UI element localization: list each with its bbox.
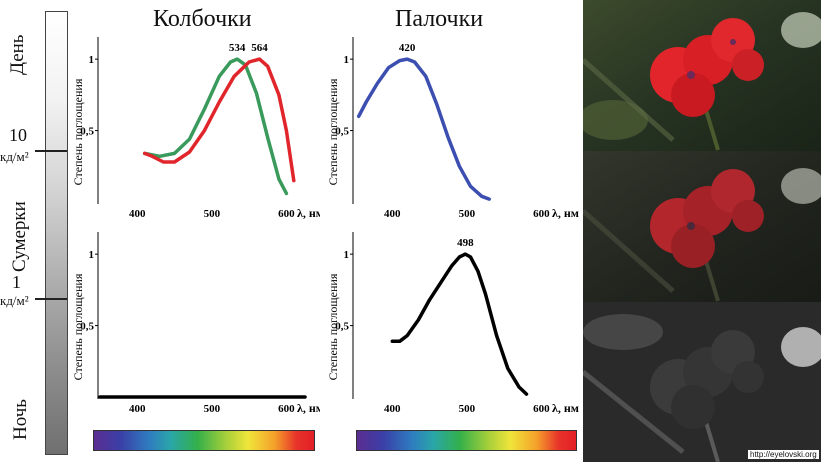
y-axis-label: Степень поглощения — [71, 273, 85, 380]
peak-label-420: 420 — [399, 42, 416, 54]
flower-photo-night — [583, 302, 821, 462]
visible-spectrum-bar-cones — [93, 430, 315, 451]
x-axis-label: λ, нм — [552, 401, 579, 415]
cones-night-chart: 0,5 1 Степень поглощения 400 500 600 λ, нм — [71, 232, 320, 415]
cones-day-chart: 0,5 1 Степень поглощения 400 500 600 λ, нм 534 5… — [71, 37, 320, 220]
y-tick-label: 0,5 — [335, 126, 349, 138]
series-line-534 — [142, 57, 289, 196]
night-label: Ночь — [10, 399, 31, 440]
peak-label-498: 498 — [457, 237, 474, 249]
luminance-10-value: 10 — [9, 125, 27, 145]
flower-photo-day — [583, 0, 821, 151]
rods-day-chart: 0,5 1 Степень поглощения 400 500 600 λ, нм 420 — [326, 37, 579, 220]
luminance-1-value: 1 — [12, 272, 21, 292]
y-tick-label: 1 — [344, 54, 350, 66]
luminance-10-unit: кд/м² — [0, 149, 31, 165]
visible-spectrum-bar-rods — [356, 430, 577, 451]
scale-tick-10 — [35, 150, 67, 152]
rods-night-chart: 0,5 1 Степень поглощения 400 500 600 λ, нм 498 — [326, 232, 579, 415]
x-tick-label: 500 — [459, 403, 476, 415]
cones-title: Колбочки — [153, 6, 252, 32]
series-line-420 — [356, 57, 491, 201]
y-axis-label: Степень поглощения — [326, 78, 340, 185]
flower-photo-twilight — [583, 151, 821, 302]
y-tick-label: 1 — [344, 249, 350, 261]
x-axis-label: λ, нм — [297, 206, 320, 220]
luminance-scale-bar — [45, 11, 68, 455]
x-axis-label: λ, нм — [297, 401, 320, 415]
x-tick-label: 400 — [129, 208, 146, 220]
x-tick-label: 500 — [204, 208, 221, 220]
x-tick-label: 400 — [129, 403, 146, 415]
y-axis-label: Степень поглощения — [326, 273, 340, 380]
y-tick-label: 0,5 — [335, 321, 349, 333]
x-tick-label: 500 — [459, 208, 476, 220]
x-tick-label: 600 — [533, 403, 550, 415]
x-tick-label: 500 — [204, 403, 221, 415]
peak-label-564: 564 — [251, 42, 268, 54]
photo-credit: http://eyelovski.org — [748, 450, 819, 459]
peak-label-534: 534 — [229, 42, 246, 54]
series-line-564 — [142, 57, 296, 183]
x-tick-label: 400 — [384, 208, 401, 220]
x-tick-label: 600 — [533, 208, 550, 220]
x-tick-label: 400 — [384, 403, 401, 415]
luminance-1-unit: кд/м² — [0, 293, 31, 309]
twilight-label: Сумерки — [9, 201, 30, 272]
y-tick-label: 1 — [89, 54, 95, 66]
x-axis-label: λ, нм — [552, 206, 579, 220]
y-tick-label: 1 — [89, 249, 95, 261]
scale-tick-1 — [35, 298, 67, 300]
y-tick-label: 0,5 — [80, 126, 94, 138]
series-line-498 — [390, 252, 529, 396]
x-tick-label: 600 — [278, 208, 295, 220]
rods-title: Палочки — [395, 6, 484, 32]
day-label: День — [7, 34, 28, 75]
y-tick-label: 0,5 — [80, 321, 94, 333]
y-axis-label: Степень поглощения — [71, 78, 85, 185]
x-tick-label: 600 — [278, 403, 295, 415]
